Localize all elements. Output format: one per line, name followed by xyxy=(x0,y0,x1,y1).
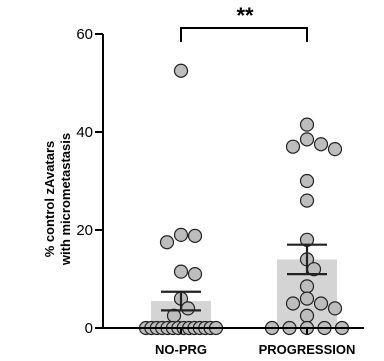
data-point xyxy=(299,279,315,294)
y-axis: 0 20 40 60 xyxy=(76,26,104,337)
y-axis-label: % control zAvatars with micrometastasis xyxy=(42,133,73,266)
x-tick-label-1: PROGRESSION xyxy=(259,342,356,357)
data-point xyxy=(299,193,315,208)
y-tick-label-40: 40 xyxy=(76,124,93,141)
error-bars-layer xyxy=(161,243,327,312)
data-point xyxy=(299,291,315,306)
significance-bracket: ** xyxy=(180,3,308,42)
data-point xyxy=(313,137,329,152)
y-axis-label-line-2: with micrometastasis xyxy=(58,133,73,266)
data-point xyxy=(173,227,189,242)
data-point xyxy=(299,173,315,189)
significance-bracket-line xyxy=(180,27,308,42)
y-axis-label-line-1: % control zAvatars xyxy=(42,141,57,258)
data-point xyxy=(187,228,203,243)
data-point xyxy=(299,132,315,147)
y-tick-label-60: 60 xyxy=(76,26,93,43)
significance-label: ** xyxy=(236,3,254,28)
data-point xyxy=(173,264,189,279)
data-point xyxy=(285,139,301,154)
y-tick-label-0: 0 xyxy=(85,320,93,337)
data-point xyxy=(159,235,175,250)
y-tick-label-20: 20 xyxy=(76,222,93,239)
data-point xyxy=(327,301,343,316)
x-tick-label-0: NO-PRG xyxy=(155,342,207,357)
data-point xyxy=(285,296,301,311)
data-point xyxy=(313,296,329,311)
data-point xyxy=(327,142,343,157)
data-point xyxy=(187,267,203,282)
data-point xyxy=(180,301,196,316)
x-axis: NO-PRG PROGRESSION xyxy=(103,327,364,357)
data-point xyxy=(299,117,315,132)
data-point xyxy=(173,63,189,78)
data-point xyxy=(299,308,315,323)
